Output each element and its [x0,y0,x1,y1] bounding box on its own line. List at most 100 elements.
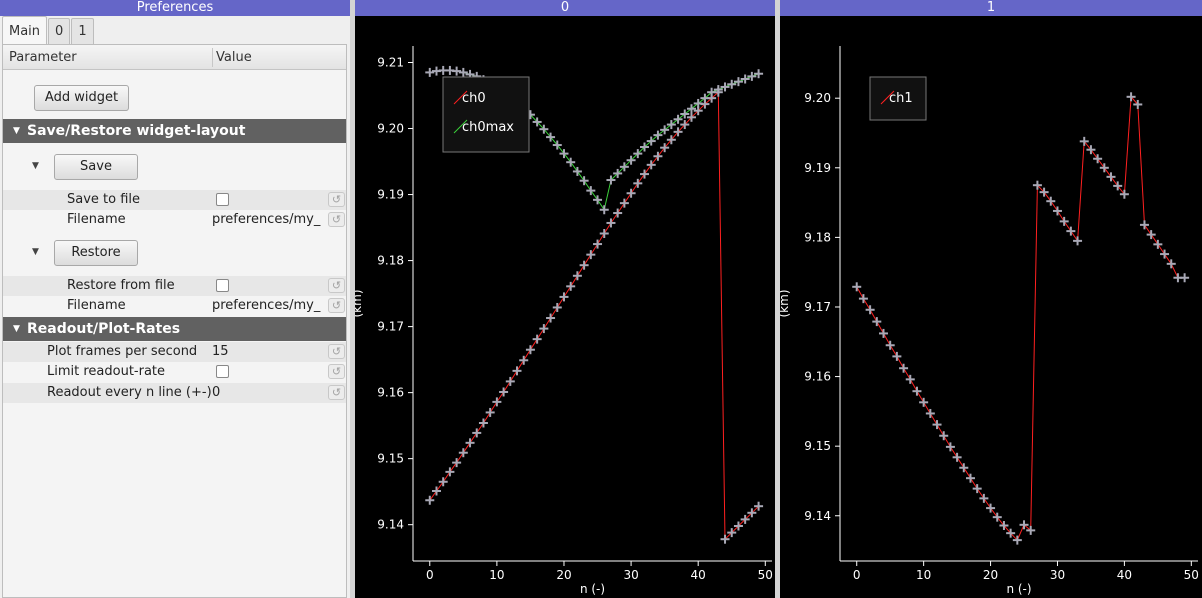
data-point-ch1 [919,397,929,407]
data-point-ch0 [512,366,522,376]
x-axis-label: n (-) [1006,582,1031,596]
restore-button[interactable]: Restore [54,240,138,266]
data-point-ch1 [1153,239,1163,249]
y-tick-label: 9.20 [804,91,831,105]
data-point-ch1 [1086,145,1096,155]
save-button[interactable]: Save [54,154,138,180]
plot-0-canvas[interactable]: 9.14 9.15 9.16 9.17 9.18 9.19 9.20 9.21 0 10 20 30 4… [355,16,775,598]
preferences-panel: Main 0 1 Parameter Value Add widget ▼ Sa… [0,16,350,598]
readout-every-value[interactable]: 0 [212,385,221,400]
data-point-ch1 [1046,196,1056,206]
data-point-ch0 [559,292,569,302]
reset-default-icon[interactable]: ↺ [328,385,345,400]
tab-0[interactable]: 0 [48,18,71,44]
group-readout-plot-rates[interactable]: ▼ Readout/Plot-Rates [3,317,346,341]
row-filename-restore: Filename preferences/my_ ↺ [3,296,346,316]
data-point-ch0max [733,77,743,87]
plot-fps-label: Plot frames per second [47,344,198,359]
reset-default-icon[interactable]: ↺ [328,344,345,359]
data-point-ch1 [1139,220,1149,230]
data-point-ch1 [1026,525,1036,535]
tab-main[interactable]: Main [2,16,48,44]
data-point-ch1 [992,512,1002,522]
plot-1-title-bar[interactable]: 1 [780,0,1202,16]
data-point-ch1 [905,374,915,384]
reset-default-icon[interactable]: ↺ [328,278,345,293]
y-tick-label: 9.21 [377,56,404,70]
data-point-ch0 [740,514,750,524]
column-header-value[interactable]: Value [216,50,252,65]
preferences-title-bar[interactable]: Preferences [0,0,350,16]
data-point-ch0 [653,151,663,161]
data-point-ch1 [925,408,935,418]
series-line-ch1 [856,95,1185,541]
data-point-ch0max [640,142,650,152]
x-tick-label: 0 [853,568,861,582]
data-point-ch1 [999,521,1009,531]
parameter-tree: Parameter Value Add widget ▼ Save/Restor… [2,44,347,598]
series-line-ch0 [429,91,759,541]
y-tick-label: 9.17 [377,320,404,334]
reset-default-icon[interactable]: ↺ [328,364,345,379]
data-point-ch0 [465,438,475,448]
tab-1[interactable]: 1 [71,18,94,44]
save-to-file-checkbox[interactable] [216,193,229,206]
legend-swatch-ch0max [453,119,468,134]
data-point-ch0 [747,508,757,518]
dock-splitter-right[interactable] [775,0,780,598]
data-point-ch1 [1052,206,1062,216]
y-tick-label: 9.19 [804,161,831,175]
data-point-ch0 [505,376,515,386]
data-point-ch0max [740,74,750,84]
data-point-ch1 [1126,92,1136,102]
dock-splitter-left[interactable] [350,0,355,598]
collapse-arrow-icon[interactable]: ▼ [32,161,39,171]
x-tick-label: 0 [426,568,434,582]
data-point-ch0 [606,218,616,228]
y-tick-label: 9.14 [377,518,404,532]
reset-default-icon[interactable]: ↺ [328,298,345,313]
plot-1-panel[interactable]: 9.14 9.15 9.16 9.17 9.18 9.19 9.20 0 10 20 30 40 50 n… [780,16,1202,598]
data-point-ch0max [572,166,582,176]
data-point-ch0 [552,302,562,312]
limit-readout-rate-checkbox[interactable] [216,365,229,378]
collapse-arrow-icon[interactable]: ▼ [13,126,20,136]
y-tick-label: 9.18 [804,230,831,244]
plot-fps-value[interactable]: 15 [212,344,229,359]
legend-label-ch1: ch1 [889,91,913,106]
data-point-ch1 [1079,136,1089,146]
restore-from-file-checkbox[interactable] [216,279,229,292]
row-filename-save: Filename preferences/my_ ↺ [3,210,346,230]
plot-0-title-bar[interactable]: 0 [355,0,775,16]
data-point-ch0max [579,176,589,186]
data-point-ch1 [986,503,996,513]
reset-default-icon[interactable]: ↺ [328,192,345,207]
data-point-ch0 [720,534,730,544]
y-tick-label: 9.19 [377,188,404,202]
collapse-arrow-icon[interactable]: ▼ [32,247,39,257]
add-widget-button[interactable]: Add widget [34,85,129,111]
row-restore-from-file: Restore from file ↺ [3,276,346,296]
data-point-ch1 [1166,259,1176,269]
data-point-ch0max [586,186,596,196]
data-point-ch1 [1073,236,1083,246]
readout-every-label: Readout every n line (+-) [47,385,212,400]
y-tick-label: 9.16 [804,370,831,384]
plot-1-canvas[interactable]: 9.14 9.15 9.16 9.17 9.18 9.19 9.20 0 10 20 30 40 50 n… [780,16,1202,598]
filename-restore-value[interactable]: preferences/my_ [212,298,321,313]
legend-box [869,76,927,121]
data-point-ch0max [593,195,603,205]
data-point-ch1 [872,317,882,327]
data-point-ch1 [972,484,982,494]
reset-default-icon[interactable]: ↺ [328,212,345,227]
plot-0-panel[interactable]: 9.14 9.15 9.16 9.17 9.18 9.19 9.20 9.21 0 10 20 30 4… [355,16,775,598]
data-point-ch0max [660,125,670,135]
filename-save-value[interactable]: preferences/my_ [212,212,321,227]
group-save-restore-layout[interactable]: ▼ Save/Restore widget-layout [3,119,346,143]
data-point-ch0 [492,397,502,407]
data-point-ch1 [965,473,975,483]
data-point-ch0max [673,114,683,124]
column-header-parameter[interactable]: Parameter [9,50,77,65]
data-point-ch1 [1119,189,1129,199]
collapse-arrow-icon[interactable]: ▼ [13,324,20,334]
